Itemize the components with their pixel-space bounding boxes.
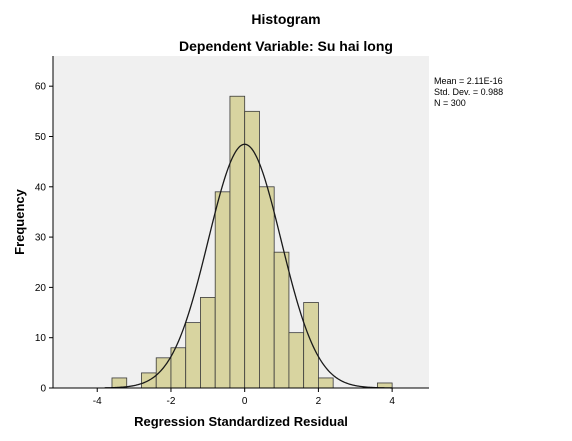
- stats-box: Mean = 2.11E-16 Std. Dev. = 0.988 N = 30…: [434, 76, 503, 108]
- normal-curve-group: [104, 143, 393, 389]
- histogram-bar: [244, 110, 260, 389]
- y-axis-label: Frequency: [12, 188, 27, 255]
- stats-n: N = 300: [434, 98, 466, 108]
- stats-mean: Mean = 2.11E-16: [434, 76, 503, 86]
- axes-group: 0 10 20 30 40 50 60 -4 -2 0 2 4: [35, 56, 429, 407]
- x-tick-label: 0: [242, 396, 248, 407]
- y-tick-label: 60: [35, 82, 47, 93]
- y-tick-label: 40: [35, 182, 47, 193]
- y-tick-label: 0: [40, 384, 46, 395]
- y-tick-label: 10: [35, 333, 47, 344]
- chart-title: Histogram: [251, 11, 320, 27]
- histogram-bar: [259, 186, 275, 389]
- y-tick-label: 50: [35, 132, 47, 143]
- histogram-bar: [303, 302, 319, 389]
- histogram-bar: [229, 95, 246, 389]
- x-tick-label: 2: [316, 396, 322, 407]
- y-tick-label: 30: [35, 233, 47, 244]
- bars-group: [111, 95, 393, 389]
- x-tick-label: -4: [93, 396, 102, 407]
- x-tick-label: -2: [167, 396, 176, 407]
- histogram-bar: [185, 322, 201, 389]
- y-tick-label: 20: [35, 283, 47, 294]
- x-tick-label: 4: [389, 396, 395, 407]
- histogram-bar: [288, 332, 305, 389]
- normal-curve: [104, 143, 393, 389]
- histogram-bar: [273, 251, 290, 389]
- x-axis-label: Regression Standardized Residual: [134, 414, 348, 429]
- histogram-bar: [318, 377, 334, 389]
- histogram-bar: [214, 191, 231, 389]
- stats-std-dev: Std. Dev. = 0.988: [434, 87, 503, 97]
- chart-subtitle: Dependent Variable: Su hai long: [179, 38, 393, 54]
- histogram-bar: [200, 297, 216, 389]
